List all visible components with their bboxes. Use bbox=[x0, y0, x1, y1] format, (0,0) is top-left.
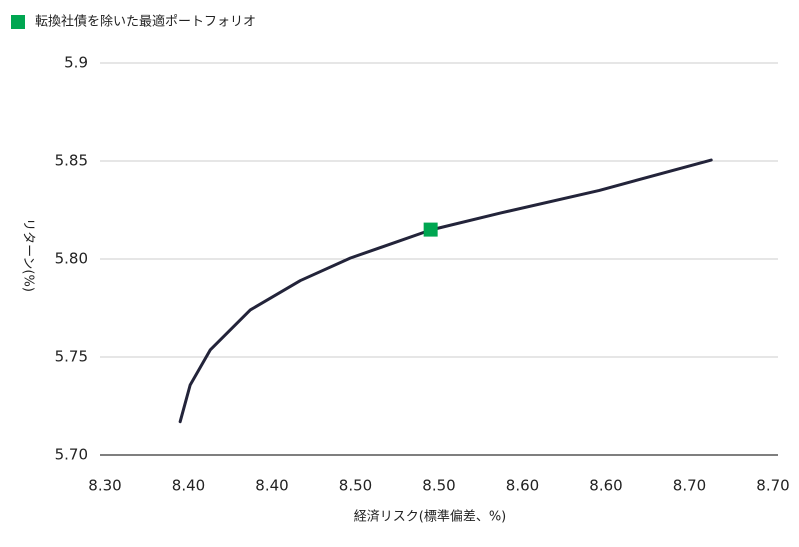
marker bbox=[423, 222, 438, 237]
x-tick-label: 8.70 bbox=[673, 477, 706, 495]
x-tick-label: 8.50 bbox=[422, 477, 455, 495]
legend-label: 転換社債を除いた最適ポートフォリオ bbox=[35, 14, 256, 30]
line bbox=[178, 158, 713, 424]
x-axis-label: 経済リスク(標準偏差、%) bbox=[354, 509, 507, 525]
x-tick-label: 8.60 bbox=[506, 477, 539, 495]
x-tick-label: 8.40 bbox=[255, 477, 288, 495]
x-tick-label: 8.40 bbox=[172, 477, 205, 495]
y-tick-label: 5.80 bbox=[55, 250, 88, 268]
y-axis-label: リターン(%) bbox=[21, 218, 36, 292]
legend-swatch bbox=[11, 15, 25, 29]
x-tick-label: 8.60 bbox=[589, 477, 622, 495]
x-tick-label: 8.70 bbox=[756, 477, 789, 495]
x-tick-label: 8.50 bbox=[339, 477, 372, 495]
x-tick-label: 8.30 bbox=[88, 477, 121, 495]
y-tick-label: 5.85 bbox=[55, 152, 88, 170]
y-tick-label: 5.9 bbox=[64, 54, 88, 72]
y-tick-label: 5.70 bbox=[55, 446, 88, 464]
y-tick-label: 5.75 bbox=[55, 348, 88, 366]
